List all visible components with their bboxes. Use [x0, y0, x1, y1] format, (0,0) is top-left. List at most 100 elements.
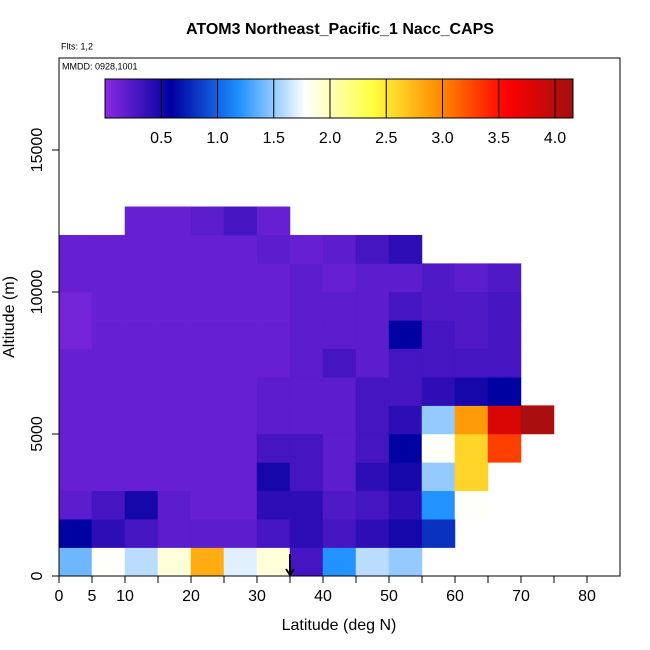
heatmap-cell	[124, 234, 159, 264]
heatmap-cell	[256, 405, 291, 435]
heatmap-cell	[388, 348, 423, 378]
heatmap-cell	[421, 348, 456, 378]
heatmap-cell	[289, 234, 324, 264]
heatmap-cell	[190, 518, 225, 548]
heatmap-cell	[190, 405, 225, 435]
heatmap-cell	[388, 490, 423, 520]
colorbar-tick-label: 3.5	[488, 130, 510, 147]
heatmap-cell	[388, 320, 423, 350]
heatmap-cell	[157, 433, 192, 463]
heatmap-cell	[124, 348, 159, 378]
heatmap-cell	[256, 433, 291, 463]
chart-title: ATOM3 Northeast_Pacific_1 Nacc_CAPS	[186, 21, 494, 38]
heatmap-cell	[388, 376, 423, 406]
heatmap-cell	[190, 320, 225, 350]
colorbar	[104, 78, 574, 119]
colorbar-tick-label: 0.5	[150, 130, 172, 147]
heatmap-cell	[256, 291, 291, 321]
heatmap-cell	[157, 547, 192, 577]
heatmap-cell	[388, 518, 423, 548]
heatmap-cell	[355, 490, 390, 520]
heatmap-cell	[454, 405, 489, 435]
heatmap-cell	[223, 518, 258, 548]
heatmap-cell	[355, 291, 390, 321]
heatmap-cell	[256, 320, 291, 350]
heatmap-cell	[223, 547, 258, 577]
heatmap-cell	[256, 518, 291, 548]
x-tick-label: 60	[446, 588, 464, 605]
heatmap-cell	[454, 433, 489, 463]
annotation: MMDD: 0928,1001	[62, 61, 138, 71]
heatmap-cell	[322, 348, 357, 378]
heatmap-cell	[289, 376, 324, 406]
x-tick-label: 50	[380, 588, 398, 605]
heatmap-cell	[190, 348, 225, 378]
heatmap-cell	[388, 405, 423, 435]
heatmap-cell	[454, 263, 489, 293]
heatmap-cell	[91, 490, 126, 520]
heatmap-cell	[157, 206, 192, 236]
heatmap-cell	[355, 547, 390, 577]
heatmap-cell	[454, 376, 489, 406]
x-tick-label: 10	[116, 588, 134, 605]
heatmap-cell	[223, 405, 258, 435]
heatmap-cell	[355, 234, 390, 264]
heatmap-cell	[388, 234, 423, 264]
colorbar-tick-label: 3.0	[431, 130, 453, 147]
heatmap-cell	[223, 462, 258, 492]
x-tick-label: 40	[314, 588, 332, 605]
y-tick-label: 5000	[29, 416, 46, 452]
heatmap-cell	[388, 263, 423, 293]
heatmap-cell	[190, 263, 225, 293]
heatmap-cell	[256, 462, 291, 492]
heatmap-cell	[322, 433, 357, 463]
heatmap-cell	[256, 490, 291, 520]
heatmap-cell	[223, 291, 258, 321]
plot-frame	[58, 57, 621, 577]
heatmap-cell	[124, 263, 159, 293]
heatmap-cell	[256, 234, 291, 264]
heatmap-cell	[256, 206, 291, 236]
y-tick-label: 15000	[29, 128, 46, 173]
heatmap-cell	[58, 263, 93, 293]
heatmap-cell	[355, 263, 390, 293]
heatmap-cell	[124, 405, 159, 435]
heatmap-cell	[322, 462, 357, 492]
heatmap-cell	[58, 376, 93, 406]
heatmap-cell	[289, 320, 324, 350]
heatmap-cell	[190, 462, 225, 492]
heatmap-cell	[520, 405, 555, 435]
heatmap-cell	[388, 433, 423, 463]
heatmap-cell	[58, 518, 93, 548]
x-tick-label: 70	[512, 588, 530, 605]
x-tick-label: 0	[55, 588, 64, 605]
heatmap-cell	[91, 518, 126, 548]
heatmap-cell	[223, 348, 258, 378]
heatmap-cell	[421, 518, 456, 548]
heatmap-cell	[487, 320, 522, 350]
y-tick-label: 10000	[29, 270, 46, 315]
heatmap-cell	[421, 462, 456, 492]
heatmap-cell	[157, 376, 192, 406]
heatmap-cell	[289, 348, 324, 378]
heatmap-cell	[355, 518, 390, 548]
heatmap-cell	[58, 320, 93, 350]
heatmap-cell	[190, 291, 225, 321]
heatmap-cell	[487, 405, 522, 435]
heatmap-cell	[289, 405, 324, 435]
heatmap-cell	[58, 234, 93, 264]
heatmap-cell	[223, 376, 258, 406]
heatmap-cell	[289, 490, 324, 520]
heatmap-cell	[58, 405, 93, 435]
heatmap-cell	[223, 490, 258, 520]
heatmap-cell	[157, 490, 192, 520]
heatmap-cell	[157, 234, 192, 264]
heatmap-cell	[355, 348, 390, 378]
heatmap-cell	[157, 320, 192, 350]
colorbar-tick-label: 4.0	[544, 130, 566, 147]
heatmap-cell	[58, 547, 93, 577]
x-tick-label: 5	[88, 588, 97, 605]
heatmap-cell	[91, 433, 126, 463]
heatmap-cell	[355, 462, 390, 492]
heatmap-cell	[487, 348, 522, 378]
